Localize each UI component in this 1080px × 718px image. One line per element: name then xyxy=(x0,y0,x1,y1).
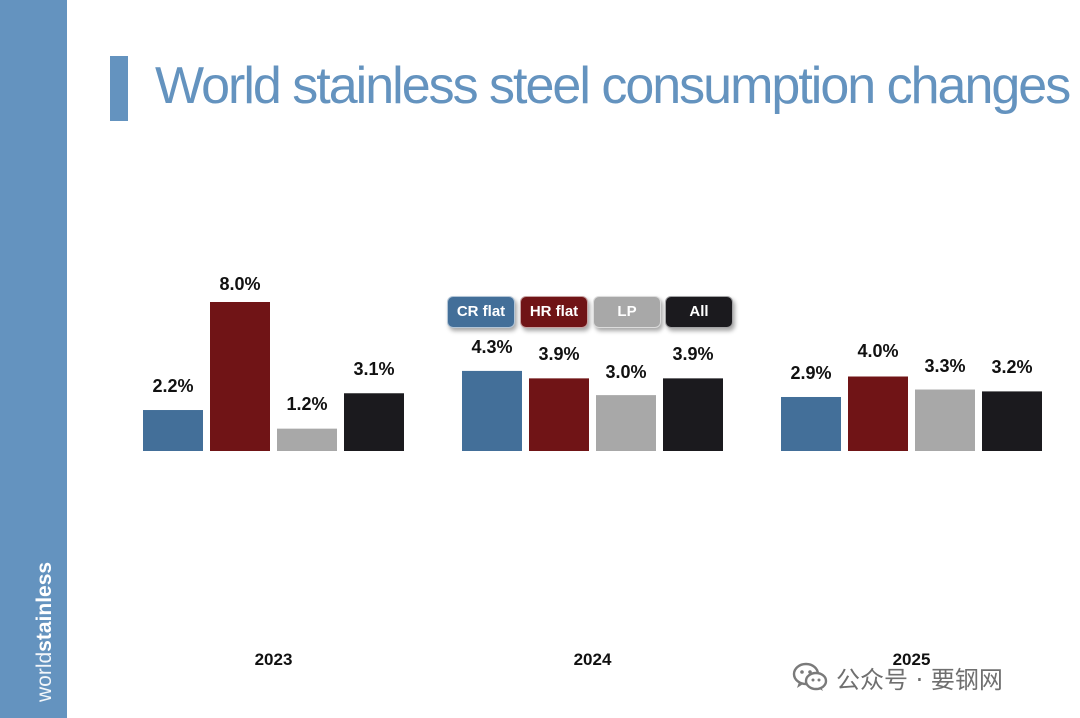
data-label-2023-all: 3.1% xyxy=(353,359,394,379)
category-label-2024: 2024 xyxy=(574,650,612,669)
bar-2024-all xyxy=(663,378,723,451)
category-label-2025: 2025 xyxy=(893,650,931,669)
data-label-2024-lp: 3.0% xyxy=(605,362,646,382)
data-label-2025-all: 3.2% xyxy=(991,357,1032,377)
bar-2023-hr-flat xyxy=(210,302,270,451)
bar-2023-all xyxy=(344,393,404,451)
data-label-2024-all: 3.9% xyxy=(672,344,713,364)
data-label-2024-cr-flat: 4.3% xyxy=(471,337,512,357)
data-label-2025-cr-flat: 2.9% xyxy=(790,363,831,383)
bar-2024-lp xyxy=(596,395,656,451)
data-label-2023-cr-flat: 2.2% xyxy=(152,376,193,396)
legend-item-all: All xyxy=(665,296,733,328)
data-label-2024-hr-flat: 3.9% xyxy=(538,344,579,364)
legend-item-hr-flat: HR flat xyxy=(520,296,588,328)
bar-2025-all xyxy=(982,391,1042,451)
bar-2025-cr-flat xyxy=(781,396,841,451)
data-label-2023-lp: 1.2% xyxy=(286,394,327,414)
bar-2023-cr-flat xyxy=(143,410,203,451)
legend-item-cr-flat: CR flat xyxy=(447,296,515,328)
data-label-2023-hr-flat: 8.0% xyxy=(219,274,260,294)
title-accent-bar xyxy=(110,56,128,121)
legend-item-lp: LP xyxy=(593,296,661,328)
bar-2025-hr-flat xyxy=(848,376,908,451)
wechat-icon xyxy=(792,662,828,691)
bar-2024-hr-flat xyxy=(529,378,589,451)
data-label-2025-lp: 3.3% xyxy=(924,356,965,376)
category-label-2023: 2023 xyxy=(255,650,293,669)
watermark: 公众号 · 要钢网 xyxy=(792,660,1003,694)
bar-2023-lp xyxy=(277,428,337,451)
bar-2025-lp xyxy=(915,389,975,451)
chart-title: World stainless steel consumption change… xyxy=(155,57,1071,115)
sidebar: worldstainless xyxy=(0,0,67,718)
watermark-text: 公众号 · 要钢网 xyxy=(836,665,1003,694)
data-label-2025-hr-flat: 4.0% xyxy=(857,341,898,361)
bar-2024-cr-flat xyxy=(462,370,522,451)
